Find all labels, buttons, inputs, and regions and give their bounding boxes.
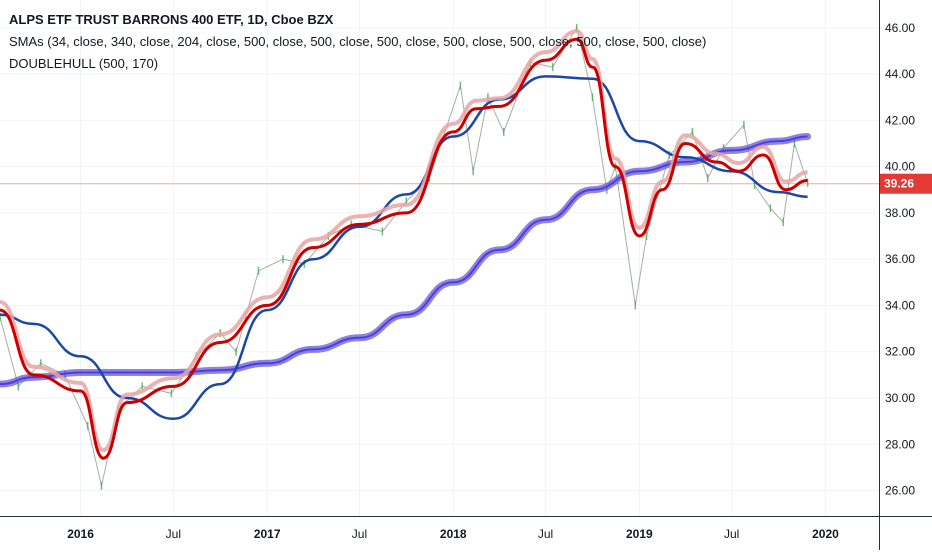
price-tick-label: 42.00 [885,113,915,127]
price-tick-label: 44.00 [885,67,915,81]
chart-legend: ALPS ETF TRUST BARRONS 400 ETF, 1D, Cboe… [9,9,706,75]
price-tick-label: 32.00 [885,345,915,359]
time-tick-label: Jul [352,527,367,541]
time-tick-label: 2016 [67,527,94,541]
time-tick-label: 2017 [254,527,281,541]
legend-title[interactable]: ALPS ETF TRUST BARRONS 400 ETF, 1D, Cboe… [9,12,334,27]
price-tick-label: 40.00 [885,160,915,174]
time-tick-label: Jul [166,527,181,541]
price-tick-label: 30.00 [885,391,915,405]
time-tick-label: 2018 [440,527,467,541]
series-sma-500 [0,135,808,386]
legend-sma-line[interactable]: SMAs (34, close, 340, close, 204, close,… [9,34,707,49]
last-price-label: 39.26 [884,177,914,191]
plot-area [0,23,879,490]
time-tick-label: 2019 [626,527,653,541]
price-tick-label: 34.00 [885,298,915,312]
series-price [0,26,809,487]
last-price-badge [880,173,932,194]
time-tick-label: Jul [724,527,739,541]
price-tick-label: 28.00 [885,437,915,451]
series-sma-34 [0,37,808,460]
series-sma-34-shadow [0,29,808,453]
price-tick-label: 46.00 [885,21,915,35]
price-tick-label: 38.00 [885,206,915,220]
time-tick-label: Jul [538,527,553,541]
price-tick-label: 36.00 [885,252,915,266]
price-tick-label: 26.00 [885,484,915,498]
time-tick-label: 2020 [812,527,839,541]
legend-hull-line[interactable]: DOUBLEHULL (500, 170) [9,56,159,71]
axis-labels: 26.00 28.00 30.00 32.00 34.00 36.00 38.00 40.00… [67,21,932,541]
